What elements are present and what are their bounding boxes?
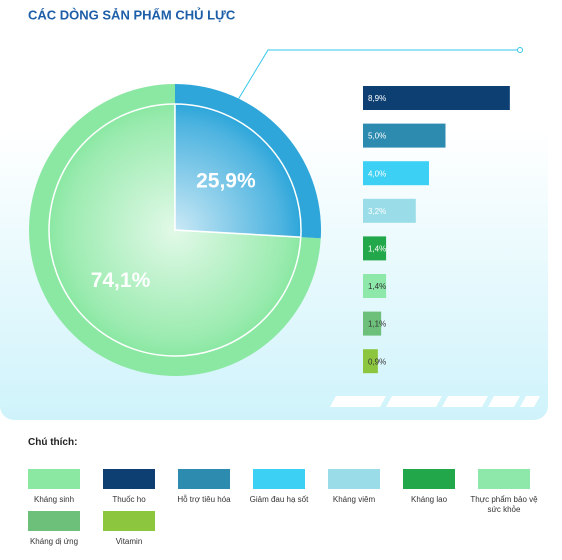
bar-value-label: 0,9% [368,357,386,366]
bar [363,86,510,110]
bar [363,236,387,261]
legend-label: Kháng dị ứng [29,537,79,546]
bar-value-label: 4,0% [368,169,386,178]
bar-value-label: 3,2% [368,207,386,216]
pie-value-label: 74,1% [91,269,151,292]
legend-label: Kháng sinh [33,495,75,504]
bar-value-label: 1,4% [368,245,386,254]
bar [363,274,387,298]
legend-swatch [178,469,230,489]
bar [363,349,378,374]
legend-swatch [478,469,530,489]
legend-label: Vitamin [115,537,143,546]
bar [363,161,429,186]
connector-dot [517,47,523,53]
legend-swatch [103,469,155,489]
bar-value-label: 1,1% [368,320,386,329]
legend-swatch [403,469,455,489]
legend-swatch [328,469,380,489]
bar [363,198,416,223]
legend-label: Giảm đau hạ sốt [249,495,309,504]
legend-label: Kháng viêm [332,495,376,504]
bar-value-label: 5,0% [368,132,386,141]
stripes [330,396,540,407]
bar [363,311,382,336]
bar [363,123,446,148]
legend-swatch [28,511,80,531]
legend-label: Thuốc ho [112,495,146,504]
legend-label: Hỗ trợ tiêu hóa [177,495,231,504]
legend-swatch [28,469,80,489]
pie-shine [49,104,301,356]
connector [232,49,520,109]
legend-title: Chú thích: [28,437,78,448]
legend-label: Thực phẩm bảo vệ sức khỏe [470,495,538,514]
bar-value-label: 1,4% [368,282,386,291]
pie-value-label: 25,9% [196,169,256,192]
legend-swatch [253,469,305,489]
legend-swatch [103,511,155,531]
chart-title: CÁC DÒNG SẢN PHẨM CHỦ LỰC [28,7,236,22]
bar-value-label: 8,9% [368,94,386,103]
legend-label: Kháng lao [410,495,448,504]
